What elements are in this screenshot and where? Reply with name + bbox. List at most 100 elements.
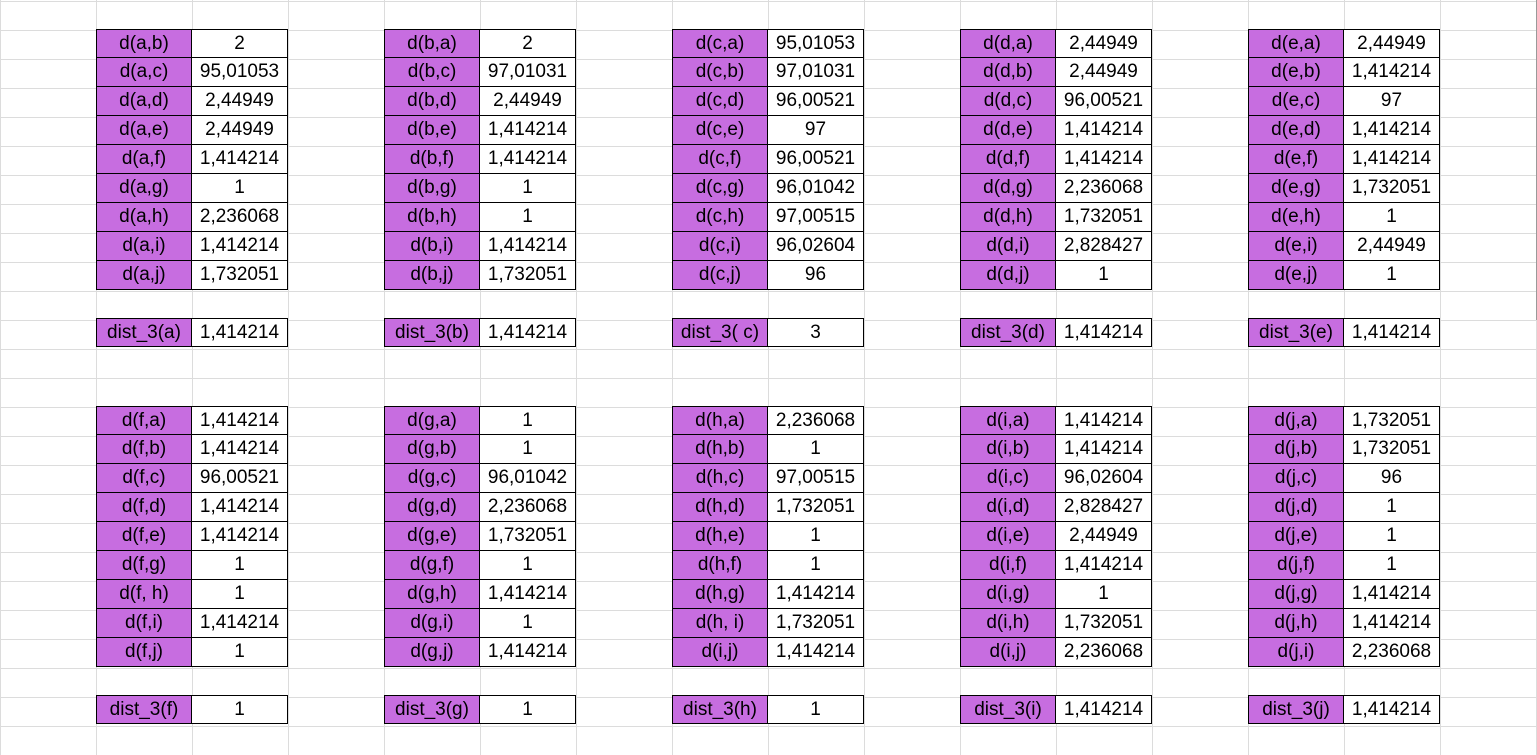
distance-value-cell[interactable]: 1,414214 — [1344, 609, 1440, 638]
dist3-value-cell[interactable]: 1,414214 — [1344, 318, 1440, 347]
distance-value-cell[interactable]: 1,414214 — [768, 638, 864, 667]
distance-label-cell[interactable]: d(d,j) — [960, 261, 1056, 290]
dist3-label-cell[interactable]: dist_3(j) — [1248, 695, 1344, 724]
distance-value-cell[interactable]: 96,02604 — [768, 232, 864, 261]
distance-label-cell[interactable]: d(f,b) — [96, 435, 192, 464]
distance-value-cell[interactable]: 1 — [1344, 551, 1440, 580]
distance-label-cell[interactable]: d(h,e) — [672, 522, 768, 551]
dist3-value-cell[interactable]: 1,414214 — [1056, 695, 1152, 724]
distance-label-cell[interactable]: d(f,a) — [96, 406, 192, 435]
distance-value-cell[interactable]: 1 — [192, 551, 288, 580]
distance-value-cell[interactable]: 1 — [480, 435, 576, 464]
distance-value-cell[interactable]: 1,732051 — [1344, 174, 1440, 203]
distance-value-cell[interactable]: 97 — [768, 116, 864, 145]
dist3-value-cell[interactable]: 1 — [192, 695, 288, 724]
distance-label-cell[interactable]: d(i,h) — [960, 609, 1056, 638]
distance-value-cell[interactable]: 2,236068 — [768, 406, 864, 435]
distance-label-cell[interactable]: d(a,b) — [96, 29, 192, 58]
distance-value-cell[interactable]: 1,414214 — [1056, 116, 1152, 145]
distance-label-cell[interactable]: d(b,c) — [384, 58, 480, 87]
distance-value-cell[interactable]: 1,414214 — [480, 638, 576, 667]
distance-value-cell[interactable]: 2,236068 — [1056, 638, 1152, 667]
distance-label-cell[interactable]: d(h,a) — [672, 406, 768, 435]
distance-label-cell[interactable]: d(i,c) — [960, 464, 1056, 493]
distance-value-cell[interactable]: 2,236068 — [192, 203, 288, 232]
distance-value-cell[interactable]: 96,01042 — [480, 464, 576, 493]
distance-label-cell[interactable]: d(j,c) — [1248, 464, 1344, 493]
distance-value-cell[interactable]: 1 — [480, 406, 576, 435]
dist3-value-cell[interactable]: 1,414214 — [1344, 695, 1440, 724]
distance-label-cell[interactable]: d(b,i) — [384, 232, 480, 261]
distance-value-cell[interactable]: 1,732051 — [192, 261, 288, 290]
dist3-label-cell[interactable]: dist_3(f) — [96, 695, 192, 724]
distance-label-cell[interactable]: d(f, h) — [96, 580, 192, 609]
distance-value-cell[interactable]: 96,02604 — [1056, 464, 1152, 493]
distance-label-cell[interactable]: d(e,j) — [1248, 261, 1344, 290]
distance-label-cell[interactable]: d(a,c) — [96, 58, 192, 87]
distance-label-cell[interactable]: d(j,a) — [1248, 406, 1344, 435]
distance-value-cell[interactable]: 1,414214 — [192, 609, 288, 638]
distance-value-cell[interactable]: 1,732051 — [768, 493, 864, 522]
distance-value-cell[interactable]: 97,01031 — [480, 58, 576, 87]
distance-value-cell[interactable]: 1,732051 — [480, 261, 576, 290]
distance-value-cell[interactable]: 96,00521 — [768, 87, 864, 116]
dist3-label-cell[interactable]: dist_3(g) — [384, 695, 480, 724]
distance-value-cell[interactable]: 1,414214 — [480, 232, 576, 261]
distance-label-cell[interactable]: d(j,b) — [1248, 435, 1344, 464]
distance-label-cell[interactable]: d(j,g) — [1248, 580, 1344, 609]
distance-label-cell[interactable]: d(g,b) — [384, 435, 480, 464]
dist3-label-cell[interactable]: dist_3(b) — [384, 318, 480, 347]
distance-value-cell[interactable]: 96,00521 — [1056, 87, 1152, 116]
distance-label-cell[interactable]: d(d,b) — [960, 58, 1056, 87]
distance-label-cell[interactable]: d(j,f) — [1248, 551, 1344, 580]
distance-label-cell[interactable]: d(i,e) — [960, 522, 1056, 551]
distance-label-cell[interactable]: d(c,g) — [672, 174, 768, 203]
distance-label-cell[interactable]: d(e,c) — [1248, 87, 1344, 116]
distance-label-cell[interactable]: d(b,j) — [384, 261, 480, 290]
distance-label-cell[interactable]: d(a,e) — [96, 116, 192, 145]
distance-label-cell[interactable]: d(e,d) — [1248, 116, 1344, 145]
distance-label-cell[interactable]: d(a,j) — [96, 261, 192, 290]
distance-label-cell[interactable]: d(g,i) — [384, 609, 480, 638]
distance-value-cell[interactable]: 1,732051 — [768, 609, 864, 638]
distance-label-cell[interactable]: d(j,i) — [1248, 638, 1344, 667]
distance-label-cell[interactable]: d(b,e) — [384, 116, 480, 145]
distance-label-cell[interactable]: d(a,f) — [96, 145, 192, 174]
distance-value-cell[interactable]: 2,44949 — [192, 116, 288, 145]
distance-label-cell[interactable]: d(h, i) — [672, 609, 768, 638]
distance-label-cell[interactable]: d(a,d) — [96, 87, 192, 116]
distance-label-cell[interactable]: d(f,i) — [96, 609, 192, 638]
distance-value-cell[interactable]: 2,44949 — [480, 87, 576, 116]
distance-label-cell[interactable]: d(i,f) — [960, 551, 1056, 580]
distance-value-cell[interactable]: 1,414214 — [192, 522, 288, 551]
distance-value-cell[interactable]: 2,828427 — [1056, 232, 1152, 261]
distance-value-cell[interactable]: 1,732051 — [1056, 609, 1152, 638]
distance-value-cell[interactable]: 97,00515 — [768, 464, 864, 493]
distance-label-cell[interactable]: d(c,a) — [672, 29, 768, 58]
distance-value-cell[interactable]: 2,44949 — [1344, 232, 1440, 261]
distance-value-cell[interactable]: 1 — [480, 609, 576, 638]
distance-value-cell[interactable]: 2,44949 — [1056, 522, 1152, 551]
distance-label-cell[interactable]: d(j,e) — [1248, 522, 1344, 551]
distance-value-cell[interactable]: 1,414214 — [1056, 435, 1152, 464]
dist3-label-cell[interactable]: dist_3(i) — [960, 695, 1056, 724]
distance-value-cell[interactable]: 2 — [192, 29, 288, 58]
distance-label-cell[interactable]: d(b,g) — [384, 174, 480, 203]
distance-label-cell[interactable]: d(g,c) — [384, 464, 480, 493]
distance-value-cell[interactable]: 1 — [480, 174, 576, 203]
distance-value-cell[interactable]: 1,414214 — [192, 232, 288, 261]
distance-value-cell[interactable]: 1,414214 — [1056, 406, 1152, 435]
distance-value-cell[interactable]: 2,44949 — [1344, 29, 1440, 58]
distance-label-cell[interactable]: d(c,i) — [672, 232, 768, 261]
distance-value-cell[interactable]: 2,828427 — [1056, 493, 1152, 522]
distance-label-cell[interactable]: d(f,e) — [96, 522, 192, 551]
distance-label-cell[interactable]: d(e,g) — [1248, 174, 1344, 203]
distance-label-cell[interactable]: d(h,d) — [672, 493, 768, 522]
distance-value-cell[interactable]: 1,414214 — [1344, 58, 1440, 87]
distance-value-cell[interactable]: 2,44949 — [1056, 29, 1152, 58]
dist3-label-cell[interactable]: dist_3(h) — [672, 695, 768, 724]
distance-label-cell[interactable]: d(i,g) — [960, 580, 1056, 609]
distance-value-cell[interactable]: 1,732051 — [1056, 203, 1152, 232]
distance-label-cell[interactable]: d(e,i) — [1248, 232, 1344, 261]
distance-value-cell[interactable]: 1 — [192, 174, 288, 203]
